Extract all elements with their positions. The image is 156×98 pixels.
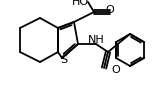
Text: O: O bbox=[112, 65, 120, 75]
Text: S: S bbox=[60, 55, 68, 65]
Text: HO: HO bbox=[71, 0, 89, 7]
Text: NH: NH bbox=[88, 35, 104, 45]
Text: O: O bbox=[106, 5, 114, 15]
